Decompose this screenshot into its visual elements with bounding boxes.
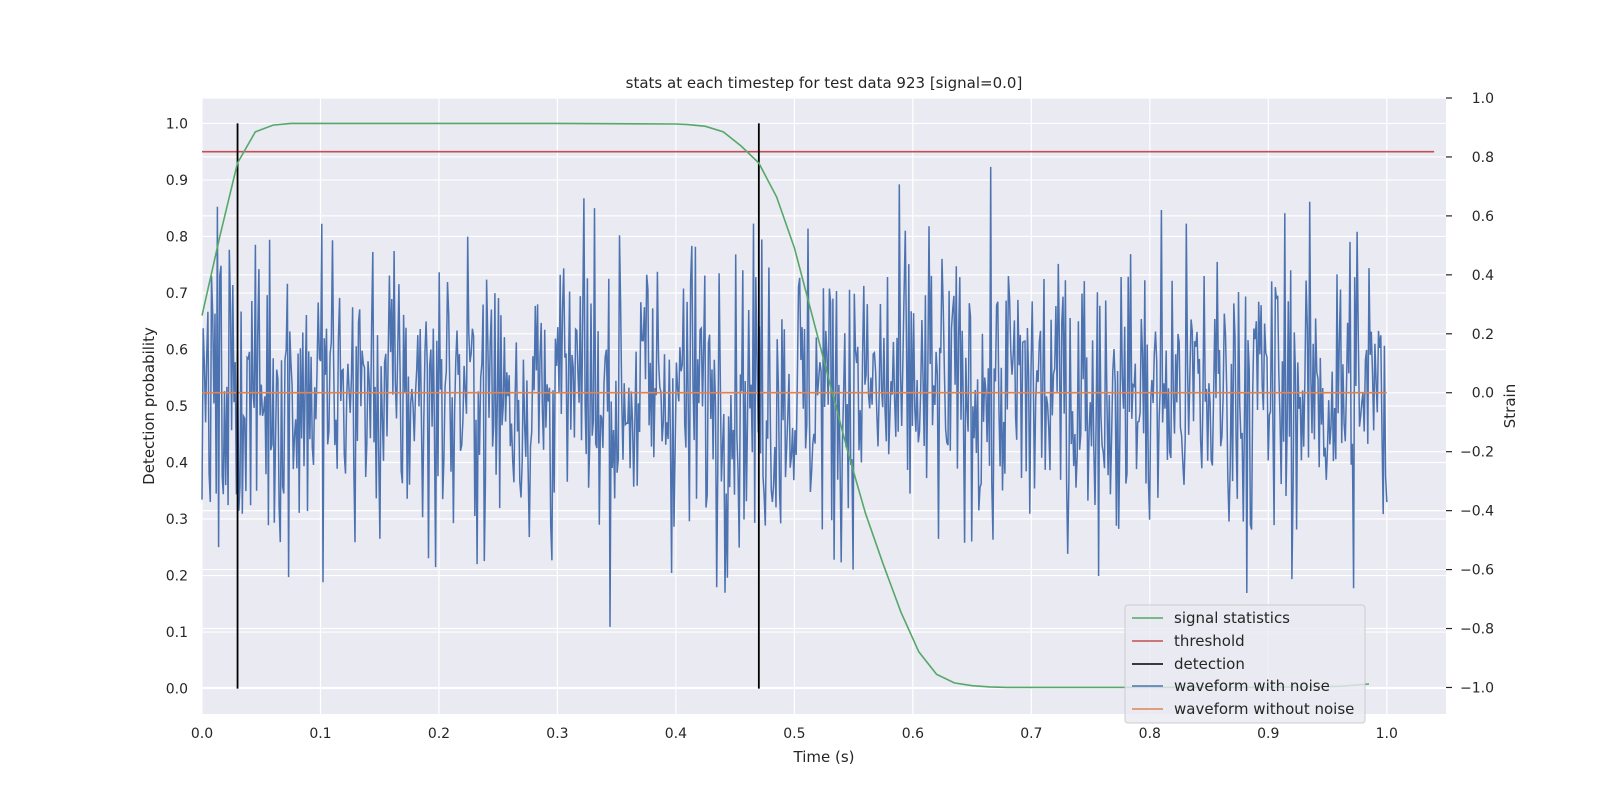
x-tick-label: 1.0	[1376, 726, 1398, 742]
x-tick-label: 0.2	[428, 726, 450, 742]
series-signal-statistics	[201, 122, 1370, 689]
x-tick-label: 0.6	[902, 726, 924, 742]
y2-tick-label: 0.0	[1472, 386, 1494, 402]
y-tick-label: 0.0	[166, 682, 188, 698]
legend-label-threshold: threshold	[1174, 632, 1245, 650]
y-tick-label: 0.3	[166, 512, 188, 528]
series-waveform-with-noise	[201, 166, 1388, 627]
legend: signal statistics threshold detection wa…	[1124, 604, 1366, 724]
y2-tick-label: −1.0	[1460, 680, 1494, 696]
y-tick-label: 0.6	[166, 342, 188, 358]
y2-axis-label: Strain	[1501, 384, 1519, 428]
y-tick-label: 0.1	[166, 625, 188, 641]
y2-tick-label: −0.4	[1460, 504, 1494, 520]
axes-labels: 0.0 0.1 0.2 0.3 0.4 0.5 0.6 0.7 0.8 0.9 1.0 0.0 0.1 0…	[166, 91, 1494, 742]
y2-tick-label: 0.8	[1472, 150, 1494, 166]
y2-tick-label: 1.0	[1472, 91, 1494, 107]
y-axis-label: Detection probability	[140, 327, 158, 485]
legend-label-signal-statistics: signal statistics	[1174, 609, 1290, 627]
y-tick-label: 0.4	[166, 456, 188, 472]
x-tick-label: 0.8	[1139, 726, 1161, 742]
x-tick-label: 0.0	[191, 726, 213, 742]
y2-tick-label: 0.6	[1472, 209, 1494, 225]
x-tick-label: 0.7	[1020, 726, 1042, 742]
x-tick-label: 0.1	[309, 726, 331, 742]
y-tick-label: 0.8	[166, 229, 188, 245]
y-tick-label: 0.9	[166, 173, 188, 189]
legend-box	[1124, 604, 1366, 724]
y-tick-label: 0.7	[166, 286, 188, 302]
y2-tick-label: 0.4	[1472, 268, 1494, 284]
x-tick-label: 0.9	[1257, 726, 1279, 742]
legend-label-detection: detection	[1174, 655, 1245, 673]
x-tick-label: 0.5	[783, 726, 805, 742]
y2-tick-label: −0.2	[1460, 445, 1494, 461]
x-tick-label: 0.4	[665, 726, 687, 742]
y2-tick-label: −0.6	[1460, 563, 1494, 579]
y2-tick-label: 0.2	[1472, 327, 1494, 343]
y-tick-label: 1.0	[166, 116, 188, 132]
x-tick-label: 0.3	[546, 726, 568, 742]
chart-title: stats at each timestep for test data 923…	[626, 74, 1023, 92]
y-tick-label: 0.5	[166, 399, 188, 415]
legend-label-waveform-with-noise: waveform with noise	[1174, 677, 1330, 695]
legend-label-waveform-without-noise: waveform without noise	[1174, 700, 1354, 718]
series-layer	[201, 122, 1435, 689]
y-tick-label: 0.2	[166, 569, 188, 585]
y2-tick-label: −0.8	[1460, 622, 1494, 638]
x-axis-label: Time (s)	[793, 748, 855, 766]
